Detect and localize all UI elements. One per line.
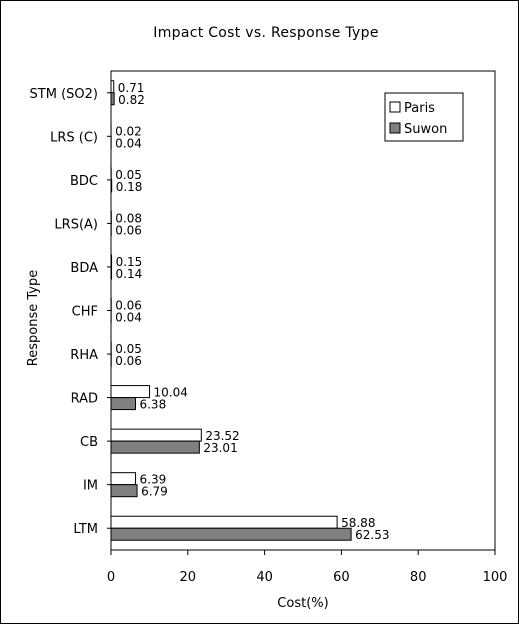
y-tick-label-bda: BDA xyxy=(70,261,98,276)
plot-area xyxy=(111,71,495,550)
bar-paris-im xyxy=(111,473,136,485)
legend-swatch-paris xyxy=(390,102,400,112)
y-tick-label-rha: RHA xyxy=(70,348,98,363)
data-label-suwon-rad: 6.38 xyxy=(139,398,166,412)
data-label-suwon-bda: 0.14 xyxy=(116,267,143,281)
bar-suwon-rad xyxy=(111,398,135,410)
data-label-suwon-bdc: 0.18 xyxy=(116,180,143,194)
bar-suwon-im xyxy=(111,485,137,497)
bar-suwon-cb xyxy=(111,441,199,453)
y-tick-label-bdc: BDC xyxy=(70,174,98,189)
bar-paris-bda xyxy=(111,255,112,267)
bar-paris-ltm xyxy=(111,516,337,528)
legend-swatch-suwon xyxy=(390,123,400,133)
x-tick-label-40: 40 xyxy=(256,570,273,585)
bar-paris-stm-so2 xyxy=(111,81,114,93)
data-label-suwon-im: 6.79 xyxy=(141,485,168,499)
data-label-suwon-rha: 0.06 xyxy=(115,354,142,368)
y-axis-label: Response Type xyxy=(26,270,41,366)
data-label-suwon-ltm: 62.53 xyxy=(355,528,389,542)
y-tick-label-stm-so2: STM (SO2) xyxy=(30,87,98,102)
chart-title: Impact Cost vs. Response Type xyxy=(153,25,378,41)
bar-paris-rad xyxy=(111,386,150,398)
x-tick-label-60: 60 xyxy=(333,570,350,585)
y-tick-label-lrs-a: LRS(A) xyxy=(54,217,98,232)
y-tick-label-lrs-c: LRS (C) xyxy=(50,130,98,145)
bar-suwon-bdc xyxy=(111,180,112,192)
data-label-suwon-cb: 23.01 xyxy=(203,441,237,455)
x-tick-label-80: 80 xyxy=(410,570,427,585)
x-tick-label-0: 0 xyxy=(107,570,115,585)
y-tick-label-ltm: LTM xyxy=(73,522,98,537)
x-axis: 0 20 40 60 80 100 xyxy=(107,550,508,585)
bar-paris-cb xyxy=(111,429,201,441)
bar-suwon-ltm xyxy=(111,528,351,540)
x-tick-label-20: 20 xyxy=(180,570,197,585)
y-tick-label-rad: RAD xyxy=(71,392,98,407)
legend-label-paris: Paris xyxy=(404,101,435,116)
x-tick-label-100: 100 xyxy=(483,570,508,585)
x-axis-label: Cost(%) xyxy=(277,596,328,611)
y-tick-label-im: IM xyxy=(83,479,98,494)
data-label-suwon-chf: 0.04 xyxy=(115,311,142,325)
y-axis: STM (SO2) LRS (C) BDC LRS(A) BDA CHF RHA RAD CB I… xyxy=(30,87,111,537)
legend: Paris Suwon xyxy=(385,93,463,141)
bars: 0.710.820.020.040.050.180.080.060.150.14… xyxy=(111,81,389,542)
data-label-suwon-stm-so2: 0.82 xyxy=(118,93,145,107)
data-label-suwon-lrs-c: 0.04 xyxy=(115,136,142,150)
bar-suwon-stm-so2 xyxy=(111,93,114,105)
data-label-suwon-lrs-a: 0.06 xyxy=(115,223,142,237)
y-tick-label-cb: CB xyxy=(80,435,98,450)
bar-suwon-bda xyxy=(111,267,112,279)
y-tick-label-chf: CHF xyxy=(72,305,98,320)
legend-label-suwon: Suwon xyxy=(404,122,447,137)
